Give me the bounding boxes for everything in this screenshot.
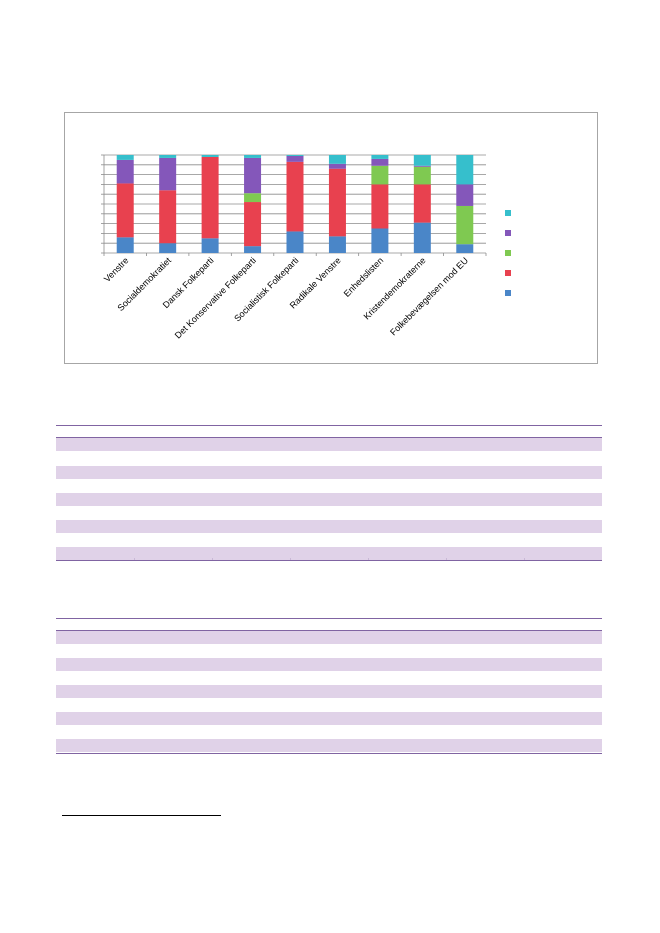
bar-segment [244, 157, 262, 194]
bar-segment [413, 165, 431, 167]
bar-segment [116, 159, 134, 184]
bar-segment [159, 157, 177, 191]
bar-segment [371, 155, 389, 159]
bar-segment [244, 193, 262, 203]
column-divider [212, 558, 213, 560]
table-2 [56, 618, 602, 758]
bar-segment [413, 166, 431, 185]
bar-segment [286, 161, 304, 232]
legend-marker [505, 230, 511, 236]
table-row [56, 685, 602, 698]
column-divider [368, 558, 369, 560]
legend-marker [505, 210, 511, 216]
bar-segment [371, 184, 389, 229]
footnote-separator [62, 815, 221, 816]
bar-segment [456, 205, 474, 245]
column-divider [134, 558, 135, 560]
x-tick-label: Folkebevægelsen mod EU [388, 255, 470, 337]
table-row [56, 631, 602, 644]
bar-segment [116, 237, 134, 253]
bar-segment [116, 183, 134, 238]
bar-segment [456, 155, 474, 185]
bar-segment [456, 184, 474, 206]
table-row [56, 712, 602, 725]
bar-segment [201, 156, 219, 239]
bar-segment [116, 155, 134, 160]
column-divider [524, 558, 525, 560]
bar-segment [328, 168, 346, 237]
table-row [56, 493, 602, 506]
legend-marker [505, 290, 511, 296]
table-1-header-rule [56, 437, 602, 438]
bar-segment [201, 155, 219, 157]
table-2-bottom-rule [56, 753, 602, 754]
x-tick-label: Enhedslisten [342, 255, 386, 299]
table-row [56, 438, 602, 451]
table-row [56, 739, 602, 752]
table-2-top-rule [56, 618, 602, 619]
bar-segment [371, 228, 389, 253]
bar-segment [201, 238, 219, 253]
bar-segment [371, 158, 389, 166]
column-divider [290, 558, 291, 560]
bar-segment [286, 155, 304, 156]
table-1 [56, 425, 602, 565]
table-row [56, 547, 602, 560]
bar-segment [413, 184, 431, 223]
bar-segment [413, 155, 431, 166]
bar-segment [328, 236, 346, 253]
bar-segment [244, 155, 262, 158]
bar-segment [286, 231, 304, 253]
bar-segment [371, 165, 389, 185]
legend-marker [505, 270, 511, 276]
table-1-top-rule [56, 425, 602, 426]
column-divider [446, 558, 447, 560]
bar-segment [328, 155, 346, 164]
table-row [56, 658, 602, 671]
table-row [56, 466, 602, 479]
bar-segment [328, 163, 346, 169]
bar-segment [244, 246, 262, 253]
bar-segment [159, 190, 177, 244]
x-tick-label: Det Konservative Folkeparti [173, 255, 258, 340]
x-tick-label: Venstre [102, 255, 131, 284]
legend-marker [505, 250, 511, 256]
bar-segment [456, 244, 474, 253]
bar-segment [413, 222, 431, 253]
chart-frame: Venstre Socialdemokratiet Dansk Folkeparti… [64, 112, 598, 364]
bar-segment [286, 155, 304, 162]
bar-segment [244, 202, 262, 247]
bar-segment [159, 155, 177, 158]
table-2-header-rule [56, 630, 602, 631]
bar-segment [159, 243, 177, 253]
table-1-bottom-rule [56, 560, 602, 561]
table-row [56, 520, 602, 533]
